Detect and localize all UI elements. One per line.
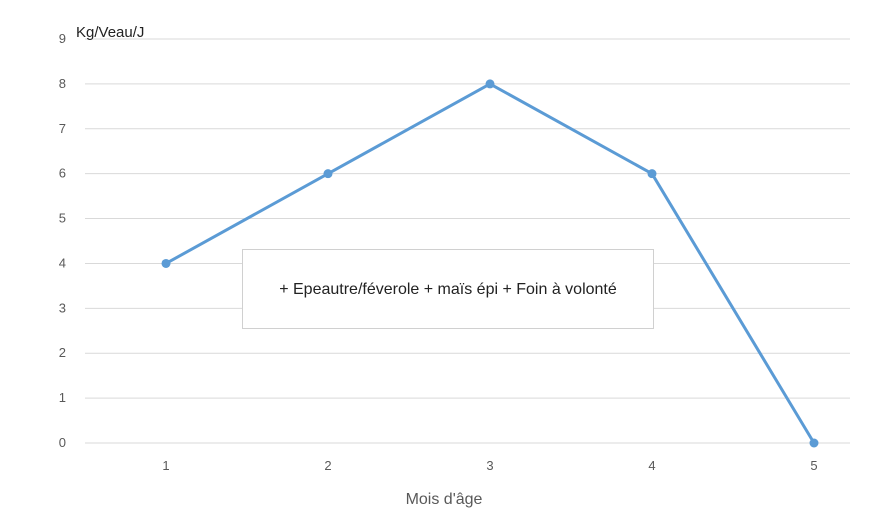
y-tick-label-7: 7 xyxy=(59,121,66,136)
data-point-1 xyxy=(161,258,171,268)
y-tick-labels: 0 1 2 3 4 5 6 7 8 9 xyxy=(59,31,66,450)
annotation-text: + Epeautre/féverole + maïs épi + Foin à … xyxy=(279,280,617,298)
data-series xyxy=(161,79,819,448)
y-tick-label-5: 5 xyxy=(59,211,66,226)
data-point-3 xyxy=(485,79,495,89)
x-tick-label-2: 2 xyxy=(324,458,331,473)
y-axis-label: Kg/Veau/J xyxy=(76,24,145,41)
y-tick-label-4: 4 xyxy=(59,255,66,270)
x-tick-label-3: 3 xyxy=(486,458,493,473)
x-tick-labels: 1 2 3 4 5 xyxy=(162,458,817,473)
annotation-box: + Epeautre/féverole + maïs épi + Foin à … xyxy=(242,249,654,329)
y-tick-label-1: 1 xyxy=(59,390,66,405)
data-point-5 xyxy=(809,438,819,448)
y-tick-label-2: 2 xyxy=(59,345,66,360)
x-tick-label-5: 5 xyxy=(810,458,817,473)
x-tick-label-4: 4 xyxy=(648,458,655,473)
data-point-4 xyxy=(647,169,657,179)
y-tick-label-0: 0 xyxy=(59,435,66,450)
y-tick-label-8: 8 xyxy=(59,76,66,91)
y-tick-label-3: 3 xyxy=(59,300,66,315)
x-axis-label: Mois d'âge xyxy=(405,491,483,508)
y-tick-label-9: 9 xyxy=(59,31,66,46)
gridlines xyxy=(85,38,850,444)
y-tick-label-6: 6 xyxy=(59,166,66,181)
x-tick-label-1: 1 xyxy=(162,458,169,473)
data-point-2 xyxy=(323,169,333,179)
